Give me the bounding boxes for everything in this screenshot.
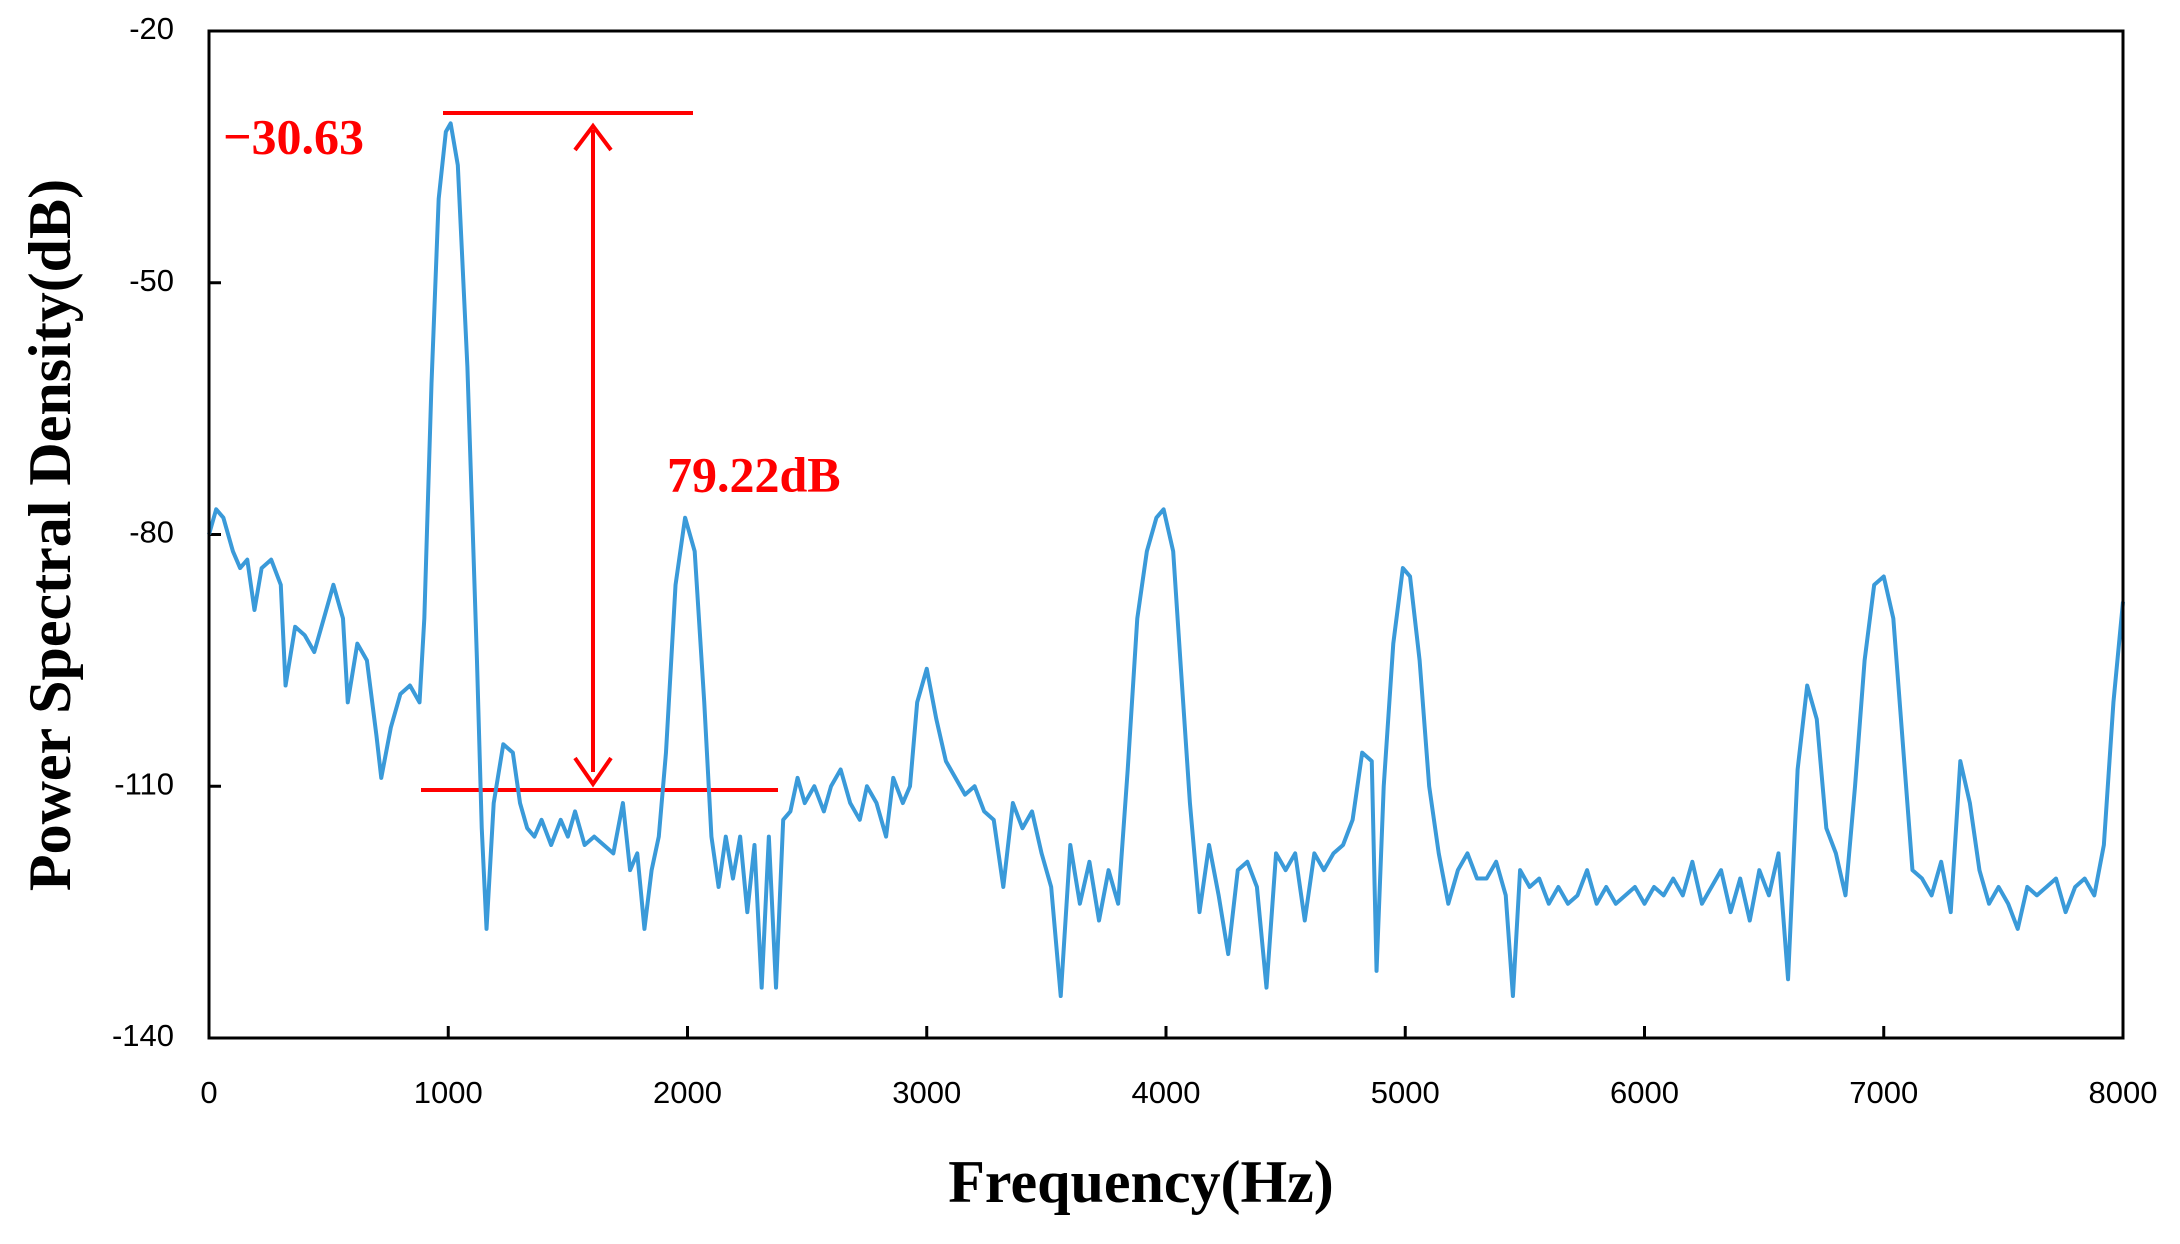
x-tick-label: 8000 xyxy=(2089,1075,2158,1110)
y-tick-label: -110 xyxy=(114,766,174,801)
y-tick-label: -50 xyxy=(129,263,174,298)
x-tick-label: 2000 xyxy=(653,1075,722,1110)
x-tick-label: 1000 xyxy=(414,1075,483,1110)
x-tick-label: 5000 xyxy=(1371,1075,1440,1110)
x-tick-label: 4000 xyxy=(1132,1075,1201,1110)
arrow-head-up xyxy=(573,122,613,152)
x-tick-label: 3000 xyxy=(892,1075,961,1110)
peak-label: −30.63 xyxy=(223,108,364,164)
y-tick-label: -80 xyxy=(129,515,174,550)
x-tick-label: 7000 xyxy=(1849,1075,1918,1110)
arrow-head-down xyxy=(573,756,613,788)
y-axis-title: Power Spectral Density(dB) xyxy=(17,179,83,891)
diff-label: 79.22dB xyxy=(667,446,841,502)
x-axis-title: Frequency(Hz) xyxy=(948,1149,1333,1215)
x-tick-label: 0 xyxy=(200,1075,217,1110)
x-tick-label: 6000 xyxy=(1610,1075,1679,1110)
y-tick-label: -20 xyxy=(129,11,174,46)
psd-line xyxy=(207,121,2125,999)
plot-frame xyxy=(207,29,2125,1040)
y-tick-label: -140 xyxy=(112,1018,174,1053)
